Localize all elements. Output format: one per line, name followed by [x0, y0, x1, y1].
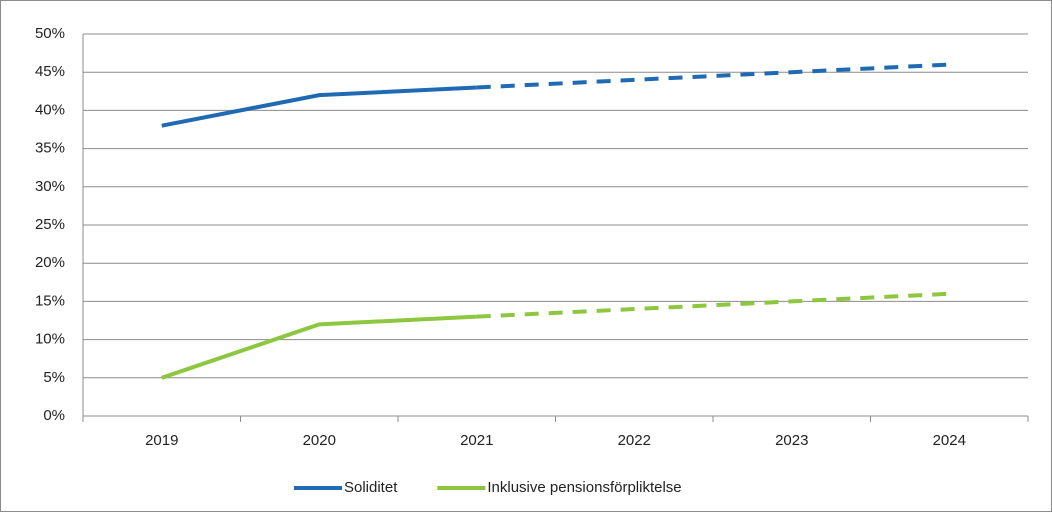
x-tick-label: 2024: [933, 432, 966, 449]
legend-label: Soliditet: [344, 479, 398, 496]
y-tick-label: 5%: [43, 369, 65, 386]
x-tick-label: 2021: [460, 432, 493, 449]
x-tick-label: 2019: [145, 432, 178, 449]
series-line: [161, 314, 477, 380]
y-tick-label: 0%: [43, 407, 65, 424]
y-tick-label: 30%: [35, 178, 65, 195]
y-tick-label: 50%: [35, 25, 65, 42]
x-tick-label: 2022: [618, 432, 651, 449]
x-tick-label: 2023: [775, 432, 808, 449]
y-tick-label: 45%: [35, 63, 65, 80]
y-tick-label: 40%: [35, 101, 65, 118]
series-line: [161, 85, 477, 128]
y-tick-label: 15%: [35, 292, 65, 309]
x-tick-label: 2020: [303, 432, 336, 449]
y-tick-label: 20%: [35, 254, 65, 271]
legend-label: Inklusive pensionsförpliktelse: [487, 479, 681, 496]
series-line: [476, 291, 950, 319]
y-tick-label: 10%: [35, 331, 65, 348]
y-tick-label: 25%: [35, 216, 65, 233]
series-line: [476, 62, 950, 90]
y-tick-label: 35%: [35, 140, 65, 157]
